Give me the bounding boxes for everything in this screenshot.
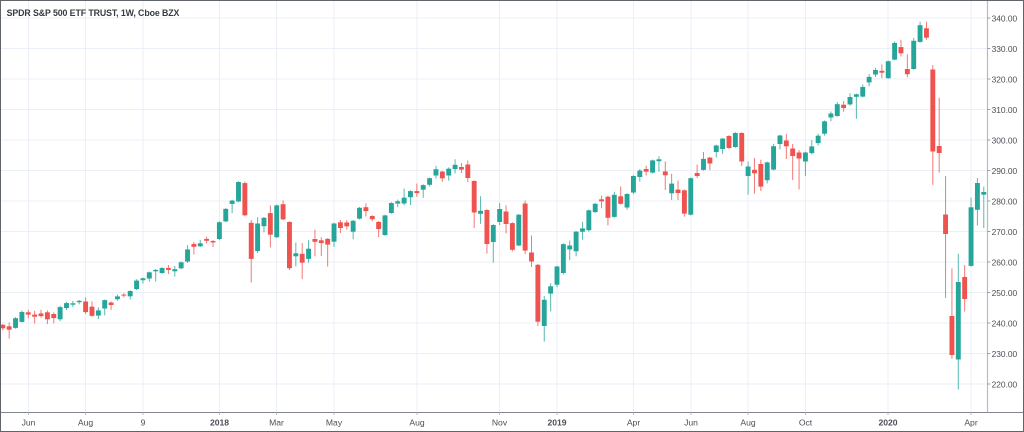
svg-text:330.00: 330.00	[992, 44, 1018, 54]
svg-text:Nov: Nov	[492, 417, 508, 427]
svg-text:Apr: Apr	[964, 417, 978, 427]
svg-text:Jun: Jun	[22, 417, 36, 427]
svg-text:270.00: 270.00	[992, 227, 1018, 237]
svg-text:2020: 2020	[878, 417, 897, 427]
svg-text:2019: 2019	[547, 417, 566, 427]
svg-text:Apr: Apr	[627, 417, 641, 427]
svg-text:Jun: Jun	[684, 417, 698, 427]
svg-text:Mar: Mar	[269, 417, 284, 427]
svg-text:Aug: Aug	[740, 417, 756, 427]
svg-text:310.00: 310.00	[992, 105, 1018, 115]
svg-text:280.00: 280.00	[992, 196, 1018, 206]
svg-text:240.00: 240.00	[992, 318, 1018, 328]
svg-text:250.00: 250.00	[992, 288, 1018, 298]
svg-text:230.00: 230.00	[992, 349, 1018, 359]
svg-text:Aug: Aug	[409, 417, 425, 427]
svg-text:May: May	[326, 417, 343, 427]
svg-text:Oct: Oct	[799, 417, 813, 427]
svg-text:2018: 2018	[210, 417, 229, 427]
svg-text:9: 9	[141, 417, 146, 427]
svg-text:SPDR S&P 500 ETF TRUST, 1W, Cb: SPDR S&P 500 ETF TRUST, 1W, Cboe BZX	[7, 8, 180, 18]
svg-text:320.00: 320.00	[992, 74, 1018, 84]
svg-text:260.00: 260.00	[992, 257, 1018, 267]
svg-text:Aug: Aug	[78, 417, 94, 427]
svg-text:300.00: 300.00	[992, 135, 1018, 145]
svg-text:290.00: 290.00	[992, 166, 1018, 176]
svg-text:220.00: 220.00	[992, 379, 1018, 389]
svg-text:340.00: 340.00	[992, 13, 1018, 23]
